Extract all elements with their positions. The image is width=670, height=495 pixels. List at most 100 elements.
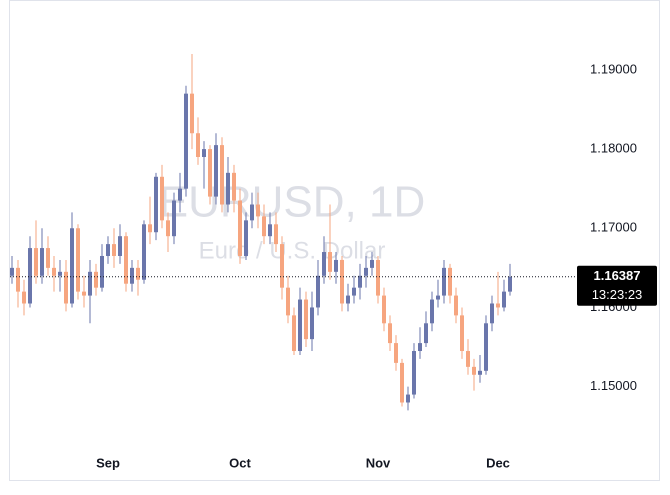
candle-body [346, 295, 350, 304]
candle-body [88, 271, 92, 296]
candle-body [304, 299, 308, 340]
candle-body [376, 259, 380, 296]
candle-body [256, 204, 260, 217]
candle-body [142, 224, 146, 280]
candle-body [268, 224, 272, 237]
candle-body [298, 299, 302, 352]
countdown-label: 13:23:23 [592, 287, 643, 302]
candle-body [226, 172, 230, 205]
candle-body [40, 248, 44, 276]
candle-body [106, 244, 110, 256]
last-price-box [577, 265, 657, 306]
candle-body [424, 323, 428, 344]
candle-body [244, 220, 248, 256]
candle-body [436, 295, 440, 300]
candle-body [328, 252, 332, 272]
candle-body [154, 176, 158, 233]
candle-body [52, 267, 56, 276]
candle-body [502, 291, 506, 308]
candle-body [364, 267, 368, 276]
chart-frame [9, 0, 660, 481]
candle-body [214, 145, 218, 197]
candle-body [178, 188, 182, 201]
candle-body [274, 224, 278, 245]
candle-body [70, 228, 74, 304]
candle-body [430, 299, 434, 324]
candle-body [388, 323, 392, 344]
candle-body [208, 149, 212, 197]
candle-body [190, 93, 194, 134]
candle-body [118, 236, 122, 256]
y-tick-label: 1.17000 [590, 220, 637, 235]
candle-body [46, 248, 50, 268]
candle-body [220, 145, 224, 205]
candle-body [484, 323, 488, 371]
candle-body [394, 343, 398, 363]
candle-body [238, 200, 242, 256]
candle-body [508, 276, 512, 292]
candle-body [418, 343, 422, 352]
candle-body [442, 267, 446, 296]
candle-body [262, 216, 266, 237]
candle-body [232, 172, 236, 201]
candle-body [196, 133, 200, 157]
candle-body [76, 228, 80, 292]
y-tick-label: 1.15000 [590, 378, 637, 393]
candle-body [16, 267, 20, 292]
candle-body [472, 366, 476, 375]
x-tick-label: Dec [486, 455, 510, 470]
candle-body [322, 252, 326, 276]
candle-body [28, 248, 32, 304]
candle-body [316, 275, 320, 308]
candle-body [94, 271, 98, 288]
last-price-label: 1.16387 [594, 268, 641, 283]
candle-body [286, 287, 290, 316]
x-tick-label: Oct [229, 455, 251, 470]
x-tick-label: Nov [366, 455, 391, 470]
candle-body [64, 271, 68, 304]
candle-body [292, 315, 296, 352]
x-tick-label: Sep [96, 455, 120, 470]
watermark-description: Euro / U.S. Dollar [199, 237, 386, 264]
candle-body [382, 295, 386, 324]
candle-body [148, 224, 152, 233]
candle-body [58, 271, 62, 276]
candle-body [466, 351, 470, 367]
candle-body [202, 149, 206, 157]
candle-body [34, 248, 38, 276]
candle-body [22, 291, 26, 304]
candle-body [448, 267, 452, 296]
candle-body [310, 307, 314, 340]
candle-body [112, 244, 116, 256]
candle-body [334, 259, 338, 272]
candle-body [124, 236, 128, 284]
candle-body [352, 287, 356, 296]
y-tick-label: 1.18000 [590, 141, 637, 156]
candle-body [166, 220, 170, 237]
watermark-symbol: EURUSD, 1D [159, 178, 426, 227]
candle-body [340, 259, 344, 304]
candle-body [172, 200, 176, 237]
candle-body [130, 267, 134, 284]
candle-body [490, 303, 494, 324]
candle-body [100, 255, 104, 288]
candle-body [82, 291, 86, 296]
candle-body [250, 204, 254, 221]
candle-body [496, 303, 500, 308]
candle-body [10, 267, 14, 276]
candle-body [370, 259, 374, 268]
candle-body [358, 275, 362, 288]
candle-body [136, 267, 140, 280]
candle-body [160, 176, 164, 221]
y-tick-label: 1.19000 [590, 61, 637, 76]
candle-body [412, 351, 416, 395]
candle-body [280, 244, 284, 288]
candle-body [460, 315, 464, 352]
candle-body [454, 295, 458, 316]
candle-body [478, 370, 482, 375]
candle-body [184, 93, 188, 189]
candle-body [406, 394, 410, 403]
candle-body [400, 362, 404, 403]
